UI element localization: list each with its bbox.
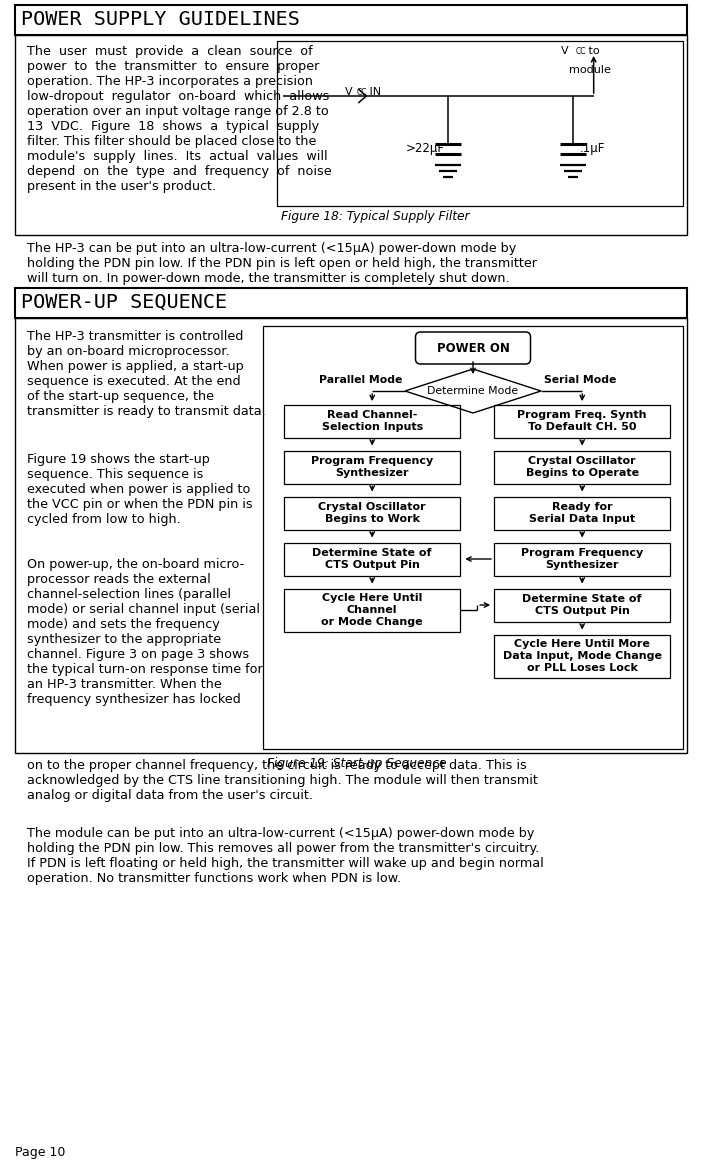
Text: .1μF: .1μF: [579, 141, 604, 155]
Bar: [494, 635, 670, 678]
FancyBboxPatch shape: [416, 332, 531, 364]
Text: Program Frequency
Synthesizer: Program Frequency Synthesizer: [311, 456, 433, 478]
Bar: [494, 404, 670, 437]
Text: module: module: [569, 65, 611, 75]
Polygon shape: [405, 369, 541, 413]
Bar: [284, 588, 461, 631]
Text: Figure 18: Typical Supply Filter: Figure 18: Typical Supply Filter: [281, 210, 470, 223]
Text: POWER ON: POWER ON: [437, 341, 510, 354]
Bar: [494, 450, 670, 484]
Text: Parallel Mode: Parallel Mode: [319, 375, 402, 385]
Text: Figure 19 shows the start-up
sequence. This sequence is
executed when power is a: Figure 19 shows the start-up sequence. T…: [27, 454, 253, 526]
Text: Page 10: Page 10: [15, 1146, 65, 1158]
Text: Ready for
Serial Data Input: Ready for Serial Data Input: [529, 502, 635, 524]
Text: Crystal Oscillator
Begins to Work: Crystal Oscillator Begins to Work: [319, 502, 426, 524]
Text: Determine State of
CTS Output Pin: Determine State of CTS Output Pin: [312, 548, 432, 570]
Text: Determine Mode: Determine Mode: [428, 386, 519, 396]
Text: POWER SUPPLY GUIDELINES: POWER SUPPLY GUIDELINES: [21, 11, 300, 29]
Bar: [15, 318, 687, 753]
Text: CC: CC: [357, 88, 366, 97]
Text: Serial Mode: Serial Mode: [544, 375, 616, 385]
Text: Program Frequency
Synthesizer: Program Frequency Synthesizer: [521, 548, 643, 570]
Text: to: to: [585, 46, 600, 56]
Bar: [494, 542, 670, 575]
Text: V: V: [562, 46, 569, 56]
Text: On power-up, the on-board micro-
processor reads the external
channel-selection : On power-up, the on-board micro- process…: [27, 558, 263, 706]
Bar: [494, 588, 670, 622]
Bar: [263, 326, 683, 749]
Text: Determine State of
CTS Output Pin: Determine State of CTS Output Pin: [522, 594, 642, 616]
Bar: [494, 497, 670, 530]
Text: IN: IN: [366, 87, 380, 97]
Bar: [277, 41, 683, 206]
Bar: [15, 288, 687, 318]
Bar: [284, 542, 461, 575]
Bar: [284, 450, 461, 484]
Text: POWER-UP SEQUENCE: POWER-UP SEQUENCE: [21, 293, 227, 312]
Bar: [15, 35, 687, 235]
Text: Crystal Oscillator
Begins to Operate: Crystal Oscillator Begins to Operate: [526, 456, 639, 478]
Text: Figure 19: Start-up Sequence: Figure 19: Start-up Sequence: [267, 758, 446, 770]
Bar: [284, 497, 461, 530]
Text: V: V: [345, 87, 352, 97]
Text: The HP-3 transmitter is controlled
by an on-board microprocessor.
When power is : The HP-3 transmitter is controlled by an…: [27, 330, 266, 419]
Text: The module can be put into an ultra-low-current (<15μA) power-down mode by
holdi: The module can be put into an ultra-low-…: [27, 826, 544, 885]
Text: Cycle Here Until More
Data Input, Mode Change
or PLL Loses Lock: Cycle Here Until More Data Input, Mode C…: [503, 638, 662, 673]
Text: >22μF: >22μF: [406, 141, 444, 155]
Text: on to the proper channel frequency, the circuit is ready to accept data. This is: on to the proper channel frequency, the …: [27, 759, 538, 802]
Bar: [284, 404, 461, 437]
Text: The HP-3 can be put into an ultra-low-current (<15μA) power-down mode by
holding: The HP-3 can be put into an ultra-low-cu…: [27, 242, 537, 285]
Text: Program Freq. Synth
To Default CH. 50: Program Freq. Synth To Default CH. 50: [517, 410, 647, 433]
Bar: [15, 5, 687, 35]
Text: Read Channel-
Selection Inputs: Read Channel- Selection Inputs: [322, 410, 423, 433]
Text: The  user  must  provide  a  clean  source  of
power  to  the  transmitter  to  : The user must provide a clean source of …: [27, 44, 331, 193]
Text: Cycle Here Until
Channel
or Mode Change: Cycle Here Until Channel or Mode Change: [322, 593, 423, 628]
Text: CC: CC: [576, 47, 586, 56]
